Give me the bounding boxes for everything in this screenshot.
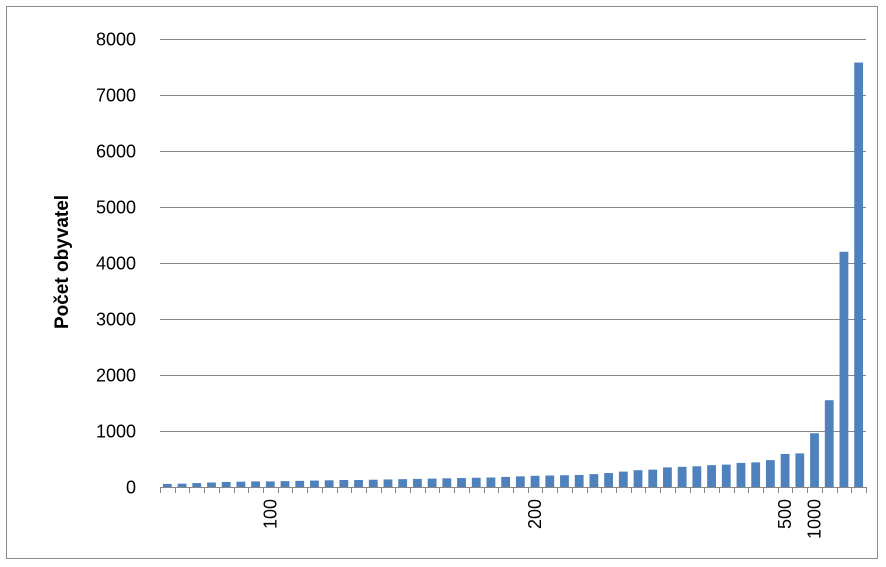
bar bbox=[192, 483, 202, 487]
x-axis bbox=[160, 487, 867, 493]
y-axis-label: Počet obyvatel bbox=[52, 195, 73, 329]
y-tick-label: 2000 bbox=[96, 366, 136, 386]
bar bbox=[486, 477, 496, 487]
bar bbox=[618, 471, 628, 487]
bar bbox=[221, 481, 231, 487]
bar bbox=[162, 483, 172, 487]
y-tick-label: 8000 bbox=[96, 30, 136, 50]
bar bbox=[471, 477, 481, 487]
bar bbox=[765, 460, 775, 487]
y-tick-label: 6000 bbox=[96, 142, 136, 162]
bar bbox=[810, 433, 819, 487]
bar bbox=[648, 469, 658, 487]
bar bbox=[427, 478, 437, 487]
bar bbox=[442, 478, 452, 487]
y-tick-label: 0 bbox=[126, 478, 136, 498]
bar bbox=[398, 479, 408, 487]
bar bbox=[795, 453, 805, 487]
bar bbox=[574, 474, 584, 487]
chart-frame bbox=[6, 6, 878, 559]
bar bbox=[207, 482, 216, 487]
bar bbox=[633, 470, 643, 487]
bar bbox=[515, 476, 525, 487]
bar bbox=[692, 466, 702, 487]
bar bbox=[177, 483, 187, 487]
bar bbox=[310, 480, 319, 487]
bar bbox=[265, 481, 275, 487]
y-tick-label: 1000 bbox=[96, 422, 136, 442]
bar bbox=[854, 62, 864, 488]
x-tick-label: 200 bbox=[525, 499, 545, 529]
bar bbox=[545, 475, 555, 487]
bar bbox=[530, 475, 540, 487]
bars bbox=[162, 62, 864, 488]
bar bbox=[236, 481, 246, 487]
bar bbox=[501, 476, 511, 487]
y-tick-label: 7000 bbox=[96, 86, 136, 106]
x-tick-label: 100 bbox=[260, 499, 280, 529]
bar bbox=[354, 480, 363, 487]
y-tick-label: 3000 bbox=[96, 310, 136, 330]
bar bbox=[339, 480, 349, 487]
x-axis-ticks: 100 200 500 1000 bbox=[260, 499, 824, 539]
bar bbox=[751, 462, 761, 487]
bar bbox=[324, 480, 334, 487]
bar bbox=[589, 474, 599, 487]
bar bbox=[457, 478, 466, 487]
bar bbox=[677, 466, 687, 487]
bar bbox=[824, 400, 834, 487]
bar bbox=[383, 479, 393, 487]
bar bbox=[368, 479, 378, 487]
y-tick-label: 5000 bbox=[96, 198, 136, 218]
bar bbox=[721, 464, 731, 487]
bar bbox=[295, 480, 305, 487]
x-tick-label: 500 bbox=[775, 499, 795, 529]
bar bbox=[736, 462, 746, 487]
bar bbox=[780, 453, 790, 487]
bar bbox=[280, 481, 290, 487]
bar bbox=[663, 467, 672, 487]
bar bbox=[707, 465, 716, 487]
bar bbox=[251, 481, 261, 487]
x-tick-label: 1000 bbox=[805, 499, 825, 539]
y-axis-ticks: 0 1000 2000 3000 4000 5000 6000 7000 8000 bbox=[96, 30, 136, 498]
bar bbox=[839, 251, 849, 487]
bar bbox=[604, 473, 614, 487]
bar bbox=[560, 475, 569, 487]
gridlines bbox=[160, 39, 866, 432]
bar bbox=[412, 478, 422, 487]
y-tick-label: 4000 bbox=[96, 254, 136, 274]
